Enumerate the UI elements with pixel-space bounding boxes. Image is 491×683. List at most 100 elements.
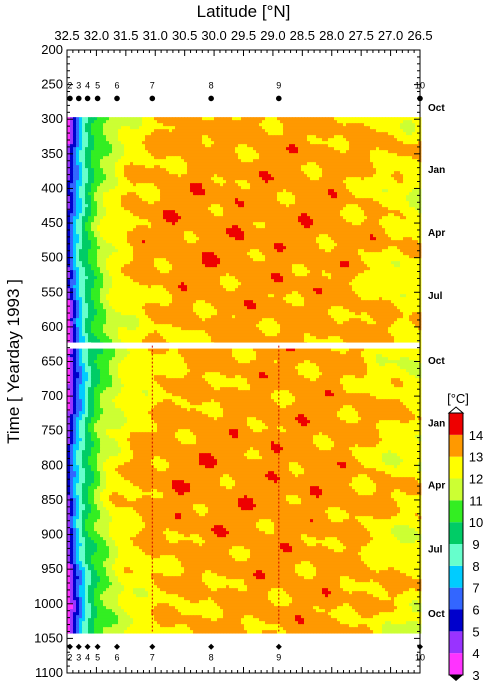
- field-cell: [379, 117, 382, 120]
- field-cell: [100, 171, 103, 174]
- field-cell: [313, 180, 316, 183]
- field-cell: [415, 219, 418, 222]
- field-cell: [115, 126, 118, 129]
- field-cell: [268, 213, 271, 216]
- field-cell: [349, 117, 352, 120]
- field-cell: [292, 231, 295, 234]
- field-cell: [124, 222, 127, 225]
- field-cell: [328, 210, 331, 213]
- field-cell: [139, 201, 142, 204]
- field-cell: [124, 180, 127, 183]
- field-cell: [376, 147, 379, 150]
- field-cell: [397, 207, 400, 210]
- field-cell: [226, 240, 229, 243]
- field-cell: [352, 234, 355, 237]
- field-cell: [238, 153, 241, 156]
- field-cell: [127, 144, 130, 147]
- field-cell: [142, 150, 145, 153]
- field-cell: [223, 207, 226, 210]
- field-cell: [262, 198, 265, 201]
- field-cell: [82, 141, 85, 144]
- field-cell: [367, 120, 370, 123]
- field-cell: [373, 153, 376, 156]
- field-cell: [319, 153, 322, 156]
- field-cell: [169, 171, 172, 174]
- field-cell: [193, 144, 196, 147]
- field-cell: [403, 225, 406, 228]
- field-cell: [85, 198, 88, 201]
- field-cell: [160, 123, 163, 126]
- field-cell: [154, 141, 157, 144]
- field-cell: [100, 243, 103, 246]
- field-cell: [295, 168, 298, 171]
- field-cell: [85, 192, 88, 195]
- field-cell: [298, 126, 301, 129]
- field-cell: [289, 219, 292, 222]
- field-cell: [409, 159, 412, 162]
- field-cell: [70, 201, 73, 204]
- field-cell: [172, 153, 175, 156]
- field-cell: [97, 198, 100, 201]
- field-cell: [112, 201, 115, 204]
- field-cell: [175, 213, 178, 216]
- field-cell: [133, 195, 136, 198]
- field-cell: [271, 129, 274, 132]
- field-cell: [76, 213, 79, 216]
- field-cell: [322, 150, 325, 153]
- field-cell: [409, 222, 412, 225]
- field-cell: [325, 141, 328, 144]
- field-cell: [346, 174, 349, 177]
- field-cell: [292, 129, 295, 132]
- field-cell: [265, 126, 268, 129]
- field-cell: [316, 177, 319, 180]
- field-cell: [277, 138, 280, 141]
- field-cell: [247, 120, 250, 123]
- field-cell: [379, 231, 382, 234]
- field-cell: [265, 237, 268, 240]
- field-cell: [100, 198, 103, 201]
- field-cell: [157, 192, 160, 195]
- field-cell: [82, 120, 85, 123]
- field-cell: [193, 207, 196, 210]
- field-cell: [88, 156, 91, 159]
- field-cell: [235, 222, 238, 225]
- field-cell: [217, 216, 220, 219]
- field-cell: [145, 168, 148, 171]
- field-cell: [304, 153, 307, 156]
- field-cell: [298, 234, 301, 237]
- field-cell: [295, 198, 298, 201]
- field-cell: [154, 159, 157, 162]
- field-cell: [328, 186, 331, 189]
- field-cell: [397, 138, 400, 141]
- field-cell: [160, 192, 163, 195]
- field-cell: [73, 201, 76, 204]
- field-cell: [223, 234, 226, 237]
- field-cell: [97, 213, 100, 216]
- field-cell: [67, 225, 70, 228]
- field-cell: [118, 180, 121, 183]
- field-cell: [142, 186, 145, 189]
- field-cell: [322, 147, 325, 150]
- field-cell: [160, 243, 163, 246]
- field-cell: [205, 135, 208, 138]
- field-cell: [124, 135, 127, 138]
- field-cell: [259, 192, 262, 195]
- field-cell: [79, 132, 82, 135]
- field-cell: [376, 207, 379, 210]
- field-cell: [394, 240, 397, 243]
- field-cell: [127, 165, 130, 168]
- field-cell: [163, 117, 166, 120]
- field-cell: [340, 159, 343, 162]
- field-cell: [166, 225, 169, 228]
- field-cell: [106, 213, 109, 216]
- field-cell: [403, 240, 406, 243]
- field-cell: [307, 216, 310, 219]
- field-cell: [286, 135, 289, 138]
- field-cell: [388, 117, 391, 120]
- field-cell: [205, 126, 208, 129]
- field-cell: [325, 228, 328, 231]
- field-cell: [136, 210, 139, 213]
- field-cell: [112, 153, 115, 156]
- field-cell: [196, 162, 199, 165]
- field-cell: [346, 207, 349, 210]
